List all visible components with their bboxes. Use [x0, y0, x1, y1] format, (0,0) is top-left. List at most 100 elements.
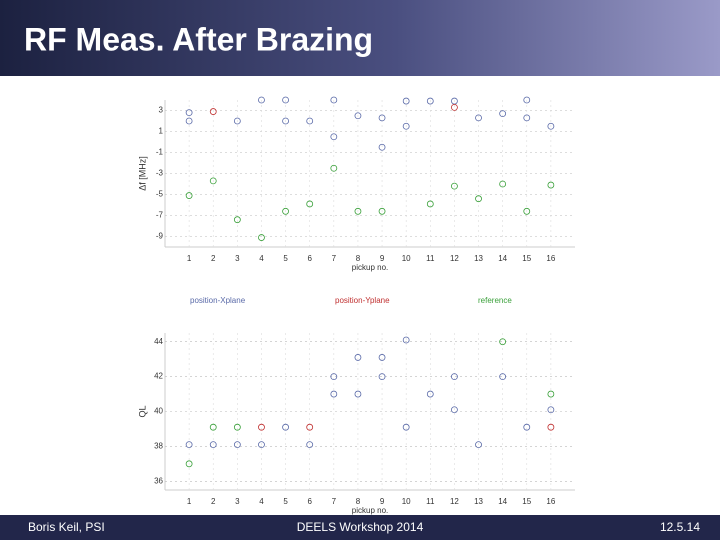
point: [185, 460, 193, 468]
point: [258, 96, 265, 104]
x-tick-label: 12: [450, 254, 459, 263]
point: [185, 192, 193, 199]
point: [378, 114, 386, 122]
point: [330, 96, 338, 104]
point: [378, 143, 386, 151]
point: [306, 441, 314, 449]
y-tick-label: 44: [154, 337, 163, 346]
point: [354, 354, 362, 361]
x-tick-label: 14: [498, 254, 507, 263]
x-axis-label: pickup no.: [352, 506, 388, 515]
point: [258, 234, 265, 241]
y-tick-label: 38: [154, 441, 163, 450]
x-tick-label: 13: [474, 254, 483, 263]
x-tick-label: 15: [522, 254, 531, 263]
x-tick-label: 10: [402, 254, 411, 263]
point: [282, 423, 289, 431]
point: [499, 180, 507, 188]
y-tick-label: -5: [156, 190, 164, 199]
point: [523, 207, 531, 215]
legend-entry: reference: [478, 296, 512, 305]
footer-bar: [0, 515, 720, 540]
point: [547, 390, 555, 398]
header-bar: [0, 0, 720, 76]
point: [426, 200, 434, 208]
point: [523, 96, 531, 104]
legend-entry: position-Xplane: [190, 296, 246, 305]
point: [402, 122, 410, 130]
y-tick-label: 36: [154, 476, 163, 485]
y-tick-label: -9: [156, 232, 164, 241]
point: [209, 423, 217, 431]
point: [547, 122, 555, 130]
x-tick-label: 2: [211, 497, 216, 506]
footer-event: DEELS Workshop 2014: [297, 520, 424, 534]
point: [547, 181, 555, 189]
y-tick-label: 1: [159, 127, 164, 136]
point: [185, 441, 193, 449]
point: [354, 207, 362, 215]
x-tick-label: 1: [187, 254, 192, 263]
point: [475, 114, 482, 122]
point: [330, 390, 338, 398]
y-axis-label: Δf [MHz]: [137, 156, 147, 191]
y-tick-label: 3: [159, 106, 164, 115]
y-tick-label: -3: [156, 169, 164, 178]
point: [209, 441, 217, 449]
x-tick-label: 16: [546, 254, 555, 263]
x-tick-label: 2: [211, 254, 216, 263]
point: [354, 112, 362, 120]
point: [233, 117, 241, 125]
x-tick-label: 3: [235, 497, 240, 506]
x-tick-label: 15: [522, 497, 531, 506]
x-tick-label: 11: [426, 497, 435, 506]
point: [426, 390, 434, 398]
y-tick-label: 42: [154, 372, 163, 381]
point: [475, 195, 482, 203]
x-tick-label: 5: [283, 254, 288, 263]
x-tick-label: 1: [187, 497, 192, 506]
point: [282, 207, 289, 215]
point: [282, 96, 289, 104]
point: [499, 110, 507, 118]
point: [547, 423, 555, 431]
point: [209, 108, 217, 115]
point: [282, 117, 289, 125]
point: [523, 114, 531, 122]
x-tick-label: 9: [380, 254, 385, 263]
point: [233, 216, 241, 224]
point: [330, 164, 338, 172]
point: [451, 373, 458, 381]
point: [402, 423, 410, 431]
y-tick-label: -1: [156, 148, 164, 157]
x-tick-label: 6: [307, 497, 312, 506]
point: [330, 133, 338, 141]
y-axis-label: QL: [137, 405, 147, 417]
point: [451, 182, 458, 190]
point: [258, 423, 265, 431]
footer-author: Boris Keil, PSI: [28, 520, 105, 534]
footer-date: 12.5.14: [660, 520, 700, 534]
point: [499, 338, 507, 346]
x-tick-label: 7: [332, 497, 337, 506]
point: [185, 117, 193, 125]
x-tick-label: 11: [426, 254, 435, 263]
point: [426, 97, 434, 105]
point: [523, 423, 531, 431]
legend-entry: position-Yplane: [335, 296, 390, 305]
x-tick-label: 16: [546, 497, 555, 506]
point: [233, 441, 241, 449]
x-tick-label: 9: [380, 497, 385, 506]
point: [330, 373, 338, 381]
point: [306, 117, 314, 125]
point: [258, 441, 265, 449]
point: [378, 354, 386, 361]
x-tick-label: 8: [356, 497, 361, 506]
point: [378, 373, 386, 381]
point: [547, 406, 555, 414]
point: [451, 406, 458, 414]
x-tick-label: 3: [235, 254, 240, 263]
